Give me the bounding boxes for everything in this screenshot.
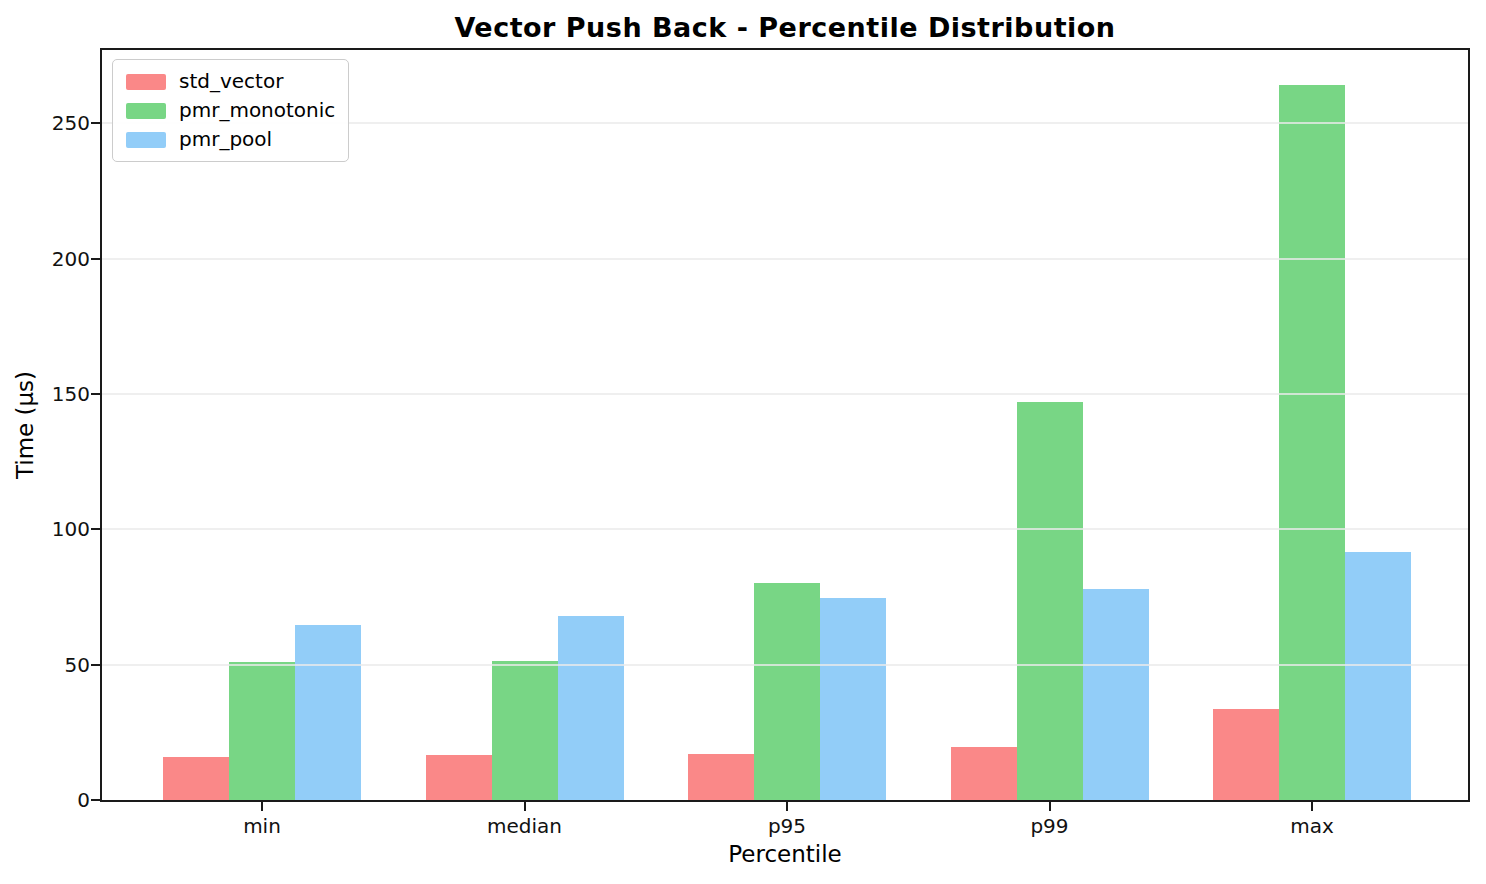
- x-tick-label-min: min: [243, 814, 281, 838]
- legend: std_vector pmr_monotonic pmr_pool: [112, 59, 349, 162]
- y-tick-mark: [91, 393, 100, 395]
- x-tick-label-p99: p99: [1030, 814, 1068, 838]
- y-tick-label-150: 150: [52, 382, 90, 406]
- legend-label: pmr_pool: [179, 127, 272, 152]
- figure: Vector Push Back - Percentile Distributi…: [0, 0, 1486, 884]
- legend-swatch-std_vector: [126, 74, 166, 90]
- legend-label: pmr_monotonic: [179, 98, 335, 123]
- y-tick-mark: [91, 528, 100, 530]
- y-tick-label-100: 100: [52, 517, 90, 541]
- bar-pmr_pool-p95: [820, 598, 886, 800]
- x-tick-mark: [1049, 802, 1051, 811]
- bar-pmr_pool-min: [295, 625, 361, 800]
- legend-label: std_vector: [179, 69, 283, 94]
- x-tick-label-p95: p95: [768, 814, 806, 838]
- bar-pmr_pool-median: [558, 616, 624, 800]
- bar-std_vector-p99: [951, 747, 1017, 800]
- y-tick-label-0: 0: [77, 788, 90, 812]
- legend-item-pmr_monotonic: pmr_monotonic: [126, 98, 335, 123]
- bar-pmr_monotonic-p99: [1017, 402, 1083, 800]
- bar-std_vector-max: [1213, 709, 1279, 800]
- gridline-y-150: [102, 393, 1468, 395]
- y-tick-label-200: 200: [52, 247, 90, 271]
- bar-pmr_monotonic-median: [492, 661, 558, 800]
- bar-std_vector-p95: [688, 754, 754, 800]
- bar-pmr_monotonic-min: [229, 662, 295, 800]
- plot-area: std_vector pmr_monotonic pmr_pool: [100, 48, 1470, 802]
- bar-std_vector-median: [426, 755, 492, 800]
- gridline-y-200: [102, 258, 1468, 260]
- y-tick-label-50: 50: [65, 653, 90, 677]
- bar-std_vector-min: [163, 757, 229, 800]
- x-tick-mark: [786, 802, 788, 811]
- y-tick-mark: [91, 122, 100, 124]
- x-tick-label-max: max: [1290, 814, 1334, 838]
- y-tick-mark: [91, 258, 100, 260]
- y-tick-label-250: 250: [52, 111, 90, 135]
- y-axis-label: Time (µs): [12, 371, 38, 479]
- legend-swatch-pmr_pool: [126, 132, 166, 148]
- x-tick-label-median: median: [487, 814, 562, 838]
- bar-pmr_pool-max: [1345, 552, 1411, 800]
- bar-pmr_monotonic-p95: [754, 583, 820, 800]
- y-tick-mark: [91, 664, 100, 666]
- x-tick-mark: [261, 802, 263, 811]
- gridline-y-100: [102, 528, 1468, 530]
- x-tick-mark: [524, 802, 526, 811]
- legend-item-std_vector: std_vector: [126, 69, 335, 94]
- chart-title: Vector Push Back - Percentile Distributi…: [454, 12, 1115, 43]
- legend-item-pmr_pool: pmr_pool: [126, 127, 335, 152]
- bar-pmr_pool-p99: [1083, 589, 1149, 800]
- y-tick-mark: [91, 799, 100, 801]
- x-tick-mark: [1311, 802, 1313, 811]
- x-axis-label: Percentile: [728, 841, 841, 867]
- legend-swatch-pmr_monotonic: [126, 103, 166, 119]
- bar-pmr_monotonic-max: [1279, 85, 1345, 800]
